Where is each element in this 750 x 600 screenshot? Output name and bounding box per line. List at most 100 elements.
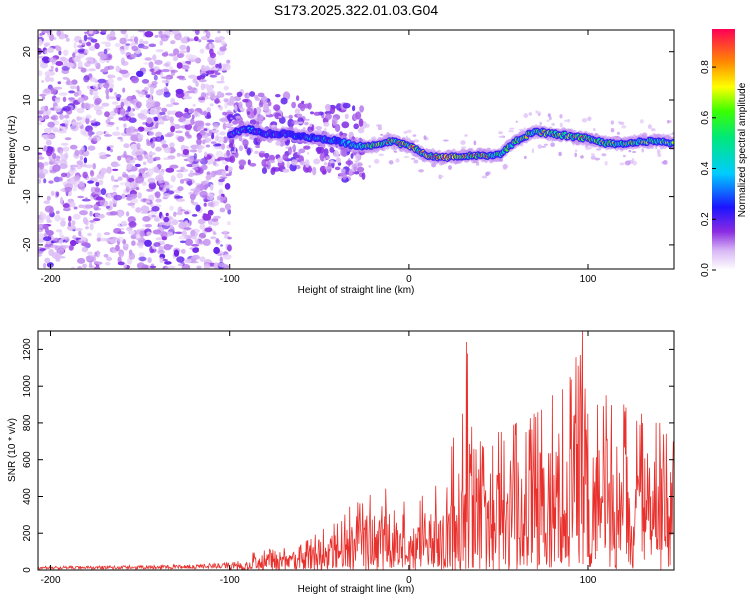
noise-blob: [98, 179, 104, 186]
noise-blob: [655, 146, 658, 150]
noise-blob: [77, 195, 85, 199]
noise-blob: [216, 80, 225, 84]
noise-blob: [194, 159, 203, 162]
noise-blob: [65, 80, 74, 86]
noise-blob: [55, 61, 64, 66]
noise-blob: [185, 60, 192, 64]
noise-blob: [224, 101, 229, 109]
noise-blob: [460, 140, 466, 146]
noise-blob: [53, 176, 61, 183]
noise-blob: [103, 82, 110, 89]
noise-blob: [170, 122, 176, 127]
spectrogram-frame: [37, 29, 675, 270]
noise-blob: [105, 94, 110, 100]
noise-blob: [593, 128, 596, 132]
noise-blob: [225, 123, 234, 127]
noise-blob: [177, 136, 185, 143]
noise-blob: [323, 121, 330, 127]
noise-blob: [109, 200, 113, 207]
noise-blob: [114, 107, 119, 114]
noise-blob: [203, 110, 207, 117]
noise-blob: [134, 128, 140, 132]
noise-blob: [95, 196, 104, 201]
noise-blob: [144, 57, 152, 61]
noise-blob: [162, 258, 168, 262]
noise-blob: [108, 83, 115, 89]
noise-blob: [233, 95, 242, 102]
noise-blob: [48, 57, 57, 63]
noise-blob: [143, 129, 151, 132]
noise-blob: [323, 148, 329, 156]
noise-blob: [624, 160, 631, 166]
noise-blob: [188, 173, 194, 177]
noise-blob: [325, 103, 331, 112]
noise-blob: [543, 143, 548, 146]
noise-blob: [140, 205, 150, 213]
noise-blob: [352, 164, 356, 168]
noise-blob: [246, 94, 250, 99]
noise-blob: [70, 124, 79, 132]
noise-blob: [178, 222, 187, 230]
noise-blob: [149, 68, 155, 73]
noise-blob: [216, 195, 224, 201]
noise-blob: [226, 30, 231, 34]
noise-blob: [90, 120, 96, 124]
noise-blob: [107, 78, 114, 85]
noise-blob: [206, 137, 212, 142]
noise-blob: [210, 236, 217, 240]
noise-blob: [80, 128, 87, 136]
noise-blob: [523, 127, 526, 130]
noise-blob: [96, 232, 102, 240]
noise-blob: [222, 111, 227, 116]
noise-blob: [127, 106, 131, 112]
noise-blob: [220, 40, 226, 46]
noise-blob: [194, 182, 201, 186]
noise-blob: [109, 30, 116, 38]
noise-blob: [559, 114, 563, 119]
noise-blob: [340, 168, 346, 174]
noise-blob: [151, 214, 156, 218]
noise-blob: [46, 195, 51, 201]
noise-blob: [95, 109, 103, 116]
noise-blob: [82, 116, 86, 124]
noise-blob: [313, 158, 321, 165]
noise-blob: [215, 143, 222, 147]
noise-blob: [81, 242, 90, 247]
noise-blob: [50, 87, 57, 95]
noise-blob: [313, 111, 321, 116]
noise-blob: [159, 184, 164, 188]
noise-blob: [196, 265, 202, 269]
noise-blob: [253, 107, 257, 116]
noise-blob: [79, 163, 87, 168]
noise-blob: [120, 220, 127, 227]
noise-blob: [285, 146, 290, 149]
noise-blob: [126, 38, 134, 42]
colorbar: 0.0 0.2 0.4 0.6 0.8 Normalized spectral ampl…: [700, 29, 748, 277]
noise-blob: [40, 106, 48, 112]
noise-blob: [89, 90, 94, 96]
noise-blob: [41, 56, 51, 64]
noise-blob: [99, 200, 109, 207]
noise-blob: [176, 152, 181, 157]
noise-blob: [77, 257, 86, 264]
noise-blob: [146, 141, 152, 146]
noise-blob: [355, 111, 362, 120]
noise-blob: [294, 108, 301, 115]
noise-blob: [361, 172, 366, 180]
noise-blob: [209, 43, 215, 51]
noise-blob: [238, 159, 247, 167]
noise-blob: [621, 125, 627, 129]
noise-blob: [84, 197, 88, 201]
noise-blob: [342, 172, 347, 180]
noise-blob: [38, 168, 43, 174]
noise-blob: [354, 171, 360, 175]
noise-blob: [114, 42, 121, 48]
y-tick-label: 0: [22, 145, 33, 151]
noise-blob: [192, 172, 201, 176]
noise-blob: [169, 142, 175, 148]
noise-blob: [209, 52, 216, 59]
noise-blob: [178, 235, 187, 240]
noise-blob: [128, 112, 133, 117]
noise-blob: [89, 262, 93, 268]
noise-blob: [213, 246, 221, 255]
